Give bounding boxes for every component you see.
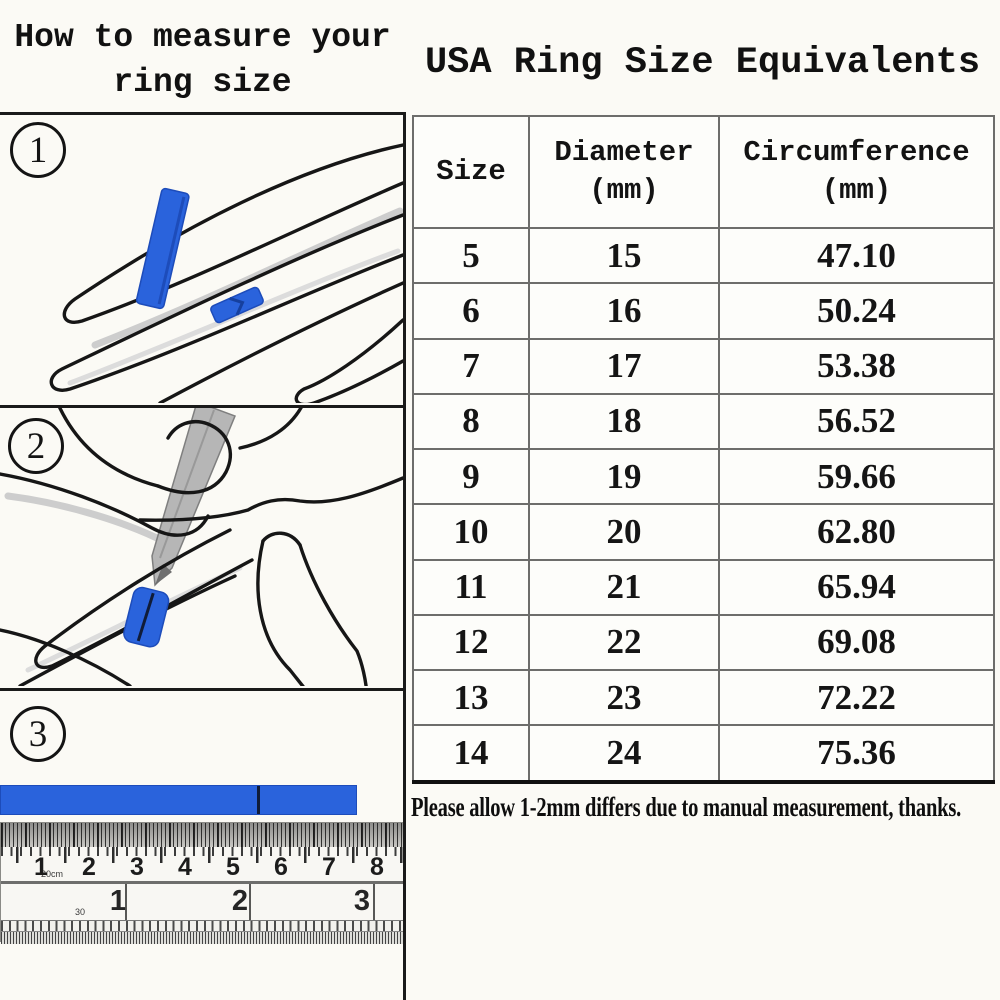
ruler-top-edge [1, 823, 403, 847]
diameter-cell: 21 [528, 558, 720, 616]
circumference-cell: 50.24 [718, 282, 995, 340]
circumference-cell: 53.38 [718, 337, 995, 395]
circumference-cell: 59.66 [718, 448, 995, 506]
divider-title [0, 112, 405, 115]
table-body: 5 15 47.10 6 16 50.24 7 17 53.38 8 18 56.52 9 19 59.66… [412, 226, 995, 783]
table-row: 5 15 47.10 [412, 226, 995, 285]
step1-hand-with-strip-illustration [49, 143, 403, 403]
ruler-separator [1, 881, 403, 884]
ruler-inch-unit-label: 30 [75, 907, 86, 917]
step-2-badge: 2 [8, 418, 64, 474]
col-header-diameter: Diameter (mm) [528, 115, 720, 229]
table-row: 10 20 62.80 [412, 503, 995, 561]
divider-step2-step3 [0, 688, 405, 691]
table-row: 11 21 65.94 [412, 558, 995, 616]
step-3-badge: 3 [10, 706, 66, 762]
ruler-cm-number: 7 [322, 853, 336, 881]
step-3-number: 3 [28, 713, 48, 755]
step-1-number: 1 [28, 129, 48, 171]
diameter-cell: 15 [528, 226, 720, 285]
ruler-cm-number: 8 [370, 853, 384, 881]
diameter-cell: 22 [528, 613, 720, 672]
marker-pen [151, 408, 236, 587]
instructions-title: How to measure your ring size [0, 16, 405, 105]
size-chart-section: USA Ring Size Equivalents Size Diameter … [405, 0, 1000, 1000]
inch-mark-line [249, 884, 251, 920]
ruler-inch-scale: 30 1 2 3 [1, 884, 403, 920]
size-cell: 8 [412, 392, 530, 451]
step-2-number: 2 [26, 425, 46, 467]
measure-instructions-section: How to measure your ring size 1 [0, 0, 405, 1000]
blue-strip-band [135, 187, 190, 310]
size-cell: 5 [412, 226, 530, 285]
table-header-row: Size Diameter (mm) Circumference (mm) [412, 115, 995, 229]
circumference-cell: 56.52 [718, 392, 995, 451]
diameter-cell: 18 [528, 392, 720, 451]
diameter-cell: 16 [528, 282, 720, 340]
col-header-circumference: Circumference (mm) [718, 115, 995, 229]
table-row: 6 16 50.24 [412, 282, 995, 340]
ruler-inch-ticks [1, 920, 403, 931]
size-cell: 12 [412, 613, 530, 672]
ruler-cm-number: 4 [178, 853, 192, 881]
instructions-title-line1: How to measure your [14, 19, 391, 56]
ruler-cm-number: 2 [82, 853, 96, 881]
inch-mark-line [125, 884, 127, 920]
diameter-cell: 17 [528, 337, 720, 395]
ruler-cm-number: 3 [130, 853, 144, 881]
ruler-cm-number: 6 [274, 853, 288, 881]
step2-marking-illustration [0, 408, 403, 686]
table-row: 8 18 56.52 [412, 392, 995, 451]
pen-mark [257, 786, 260, 814]
ruler-cm-unit-label: 20cm [41, 869, 64, 879]
circumference-cell: 75.36 [718, 724, 995, 783]
ruler-bottom-edge [1, 931, 403, 944]
size-cell: 14 [412, 724, 530, 783]
divider-columns [403, 112, 406, 1000]
ruler-inch-number: 2 [231, 885, 249, 917]
circumference-cell: 65.94 [718, 558, 995, 616]
ruler-cm-scale: 20cm 1 2 3 4 5 6 7 8 [1, 847, 403, 881]
instructions-title-line2: ring size [113, 63, 292, 101]
table-row: 13 23 72.22 [412, 669, 995, 727]
table-row: 9 19 59.66 [412, 448, 995, 506]
size-cell: 11 [412, 558, 530, 616]
table-row: 7 17 53.38 [412, 337, 995, 395]
measured-blue-strip [0, 785, 357, 815]
ruler-cm-number: 5 [226, 853, 240, 881]
chart-title: USA Ring Size Equivalents [424, 42, 981, 84]
ruler-inch-number: 1 [109, 885, 127, 917]
ruler-inch-number: 3 [353, 885, 371, 917]
circumference-cell: 47.10 [718, 226, 995, 285]
circumference-cell: 69.08 [718, 613, 995, 672]
size-cell: 6 [412, 282, 530, 340]
diameter-cell: 20 [528, 503, 720, 561]
diameter-cell: 19 [528, 448, 720, 506]
circumference-cell: 72.22 [718, 669, 995, 727]
step-1-badge: 1 [10, 122, 66, 178]
col-header-size: Size [412, 115, 530, 229]
blue-ring-band [123, 586, 170, 648]
ruler-cm-number: 1 [34, 853, 48, 881]
size-cell: 9 [412, 448, 530, 506]
size-cell: 10 [412, 503, 530, 561]
divider-step1-step2 [0, 405, 405, 408]
blue-strip-fold [210, 286, 264, 324]
table-row: 14 24 75.36 [412, 724, 995, 783]
inch-mark-line [373, 884, 375, 920]
size-cell: 13 [412, 669, 530, 727]
circumference-cell: 62.80 [718, 503, 995, 561]
table-row: 12 22 69.08 [412, 613, 995, 672]
measurement-note: Please allow 1-2mm differs due to manual… [411, 792, 961, 822]
diameter-cell: 23 [528, 669, 720, 727]
size-cell: 7 [412, 337, 530, 395]
diameter-cell: 24 [528, 724, 720, 783]
